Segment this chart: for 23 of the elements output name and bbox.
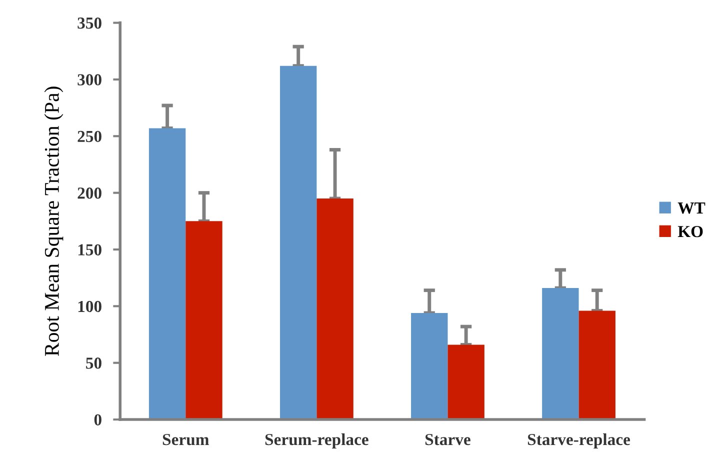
bar	[148, 128, 186, 420]
x-tick-label: Serum	[162, 434, 209, 446]
y-tick-label: 300	[78, 74, 102, 86]
y-tick-label: 200	[78, 188, 102, 199]
bar	[578, 310, 616, 420]
x-tick-label: Starve-replace	[528, 433, 630, 449]
bar	[316, 198, 354, 420]
x-tick-label: Starve	[425, 434, 470, 446]
y-tick-label: 50	[86, 358, 102, 369]
x-tick-label: Serum-replace	[265, 433, 368, 449]
bar	[186, 221, 222, 420]
legend-label: WT	[678, 202, 706, 214]
y-tick-label: 250	[78, 130, 102, 142]
y-tick-label: 150	[78, 244, 102, 256]
bar	[280, 66, 317, 420]
y-tick-label: 350	[78, 18, 102, 29]
y-tick-label: 100	[78, 300, 102, 312]
bar	[411, 312, 448, 420]
bar	[448, 344, 484, 420]
y-tick-label: 0	[94, 414, 102, 426]
y-axis-title: Root Mean Square Traction (Pa)	[44, 86, 64, 356]
legend-label: KO	[678, 226, 703, 238]
bar	[542, 288, 579, 420]
